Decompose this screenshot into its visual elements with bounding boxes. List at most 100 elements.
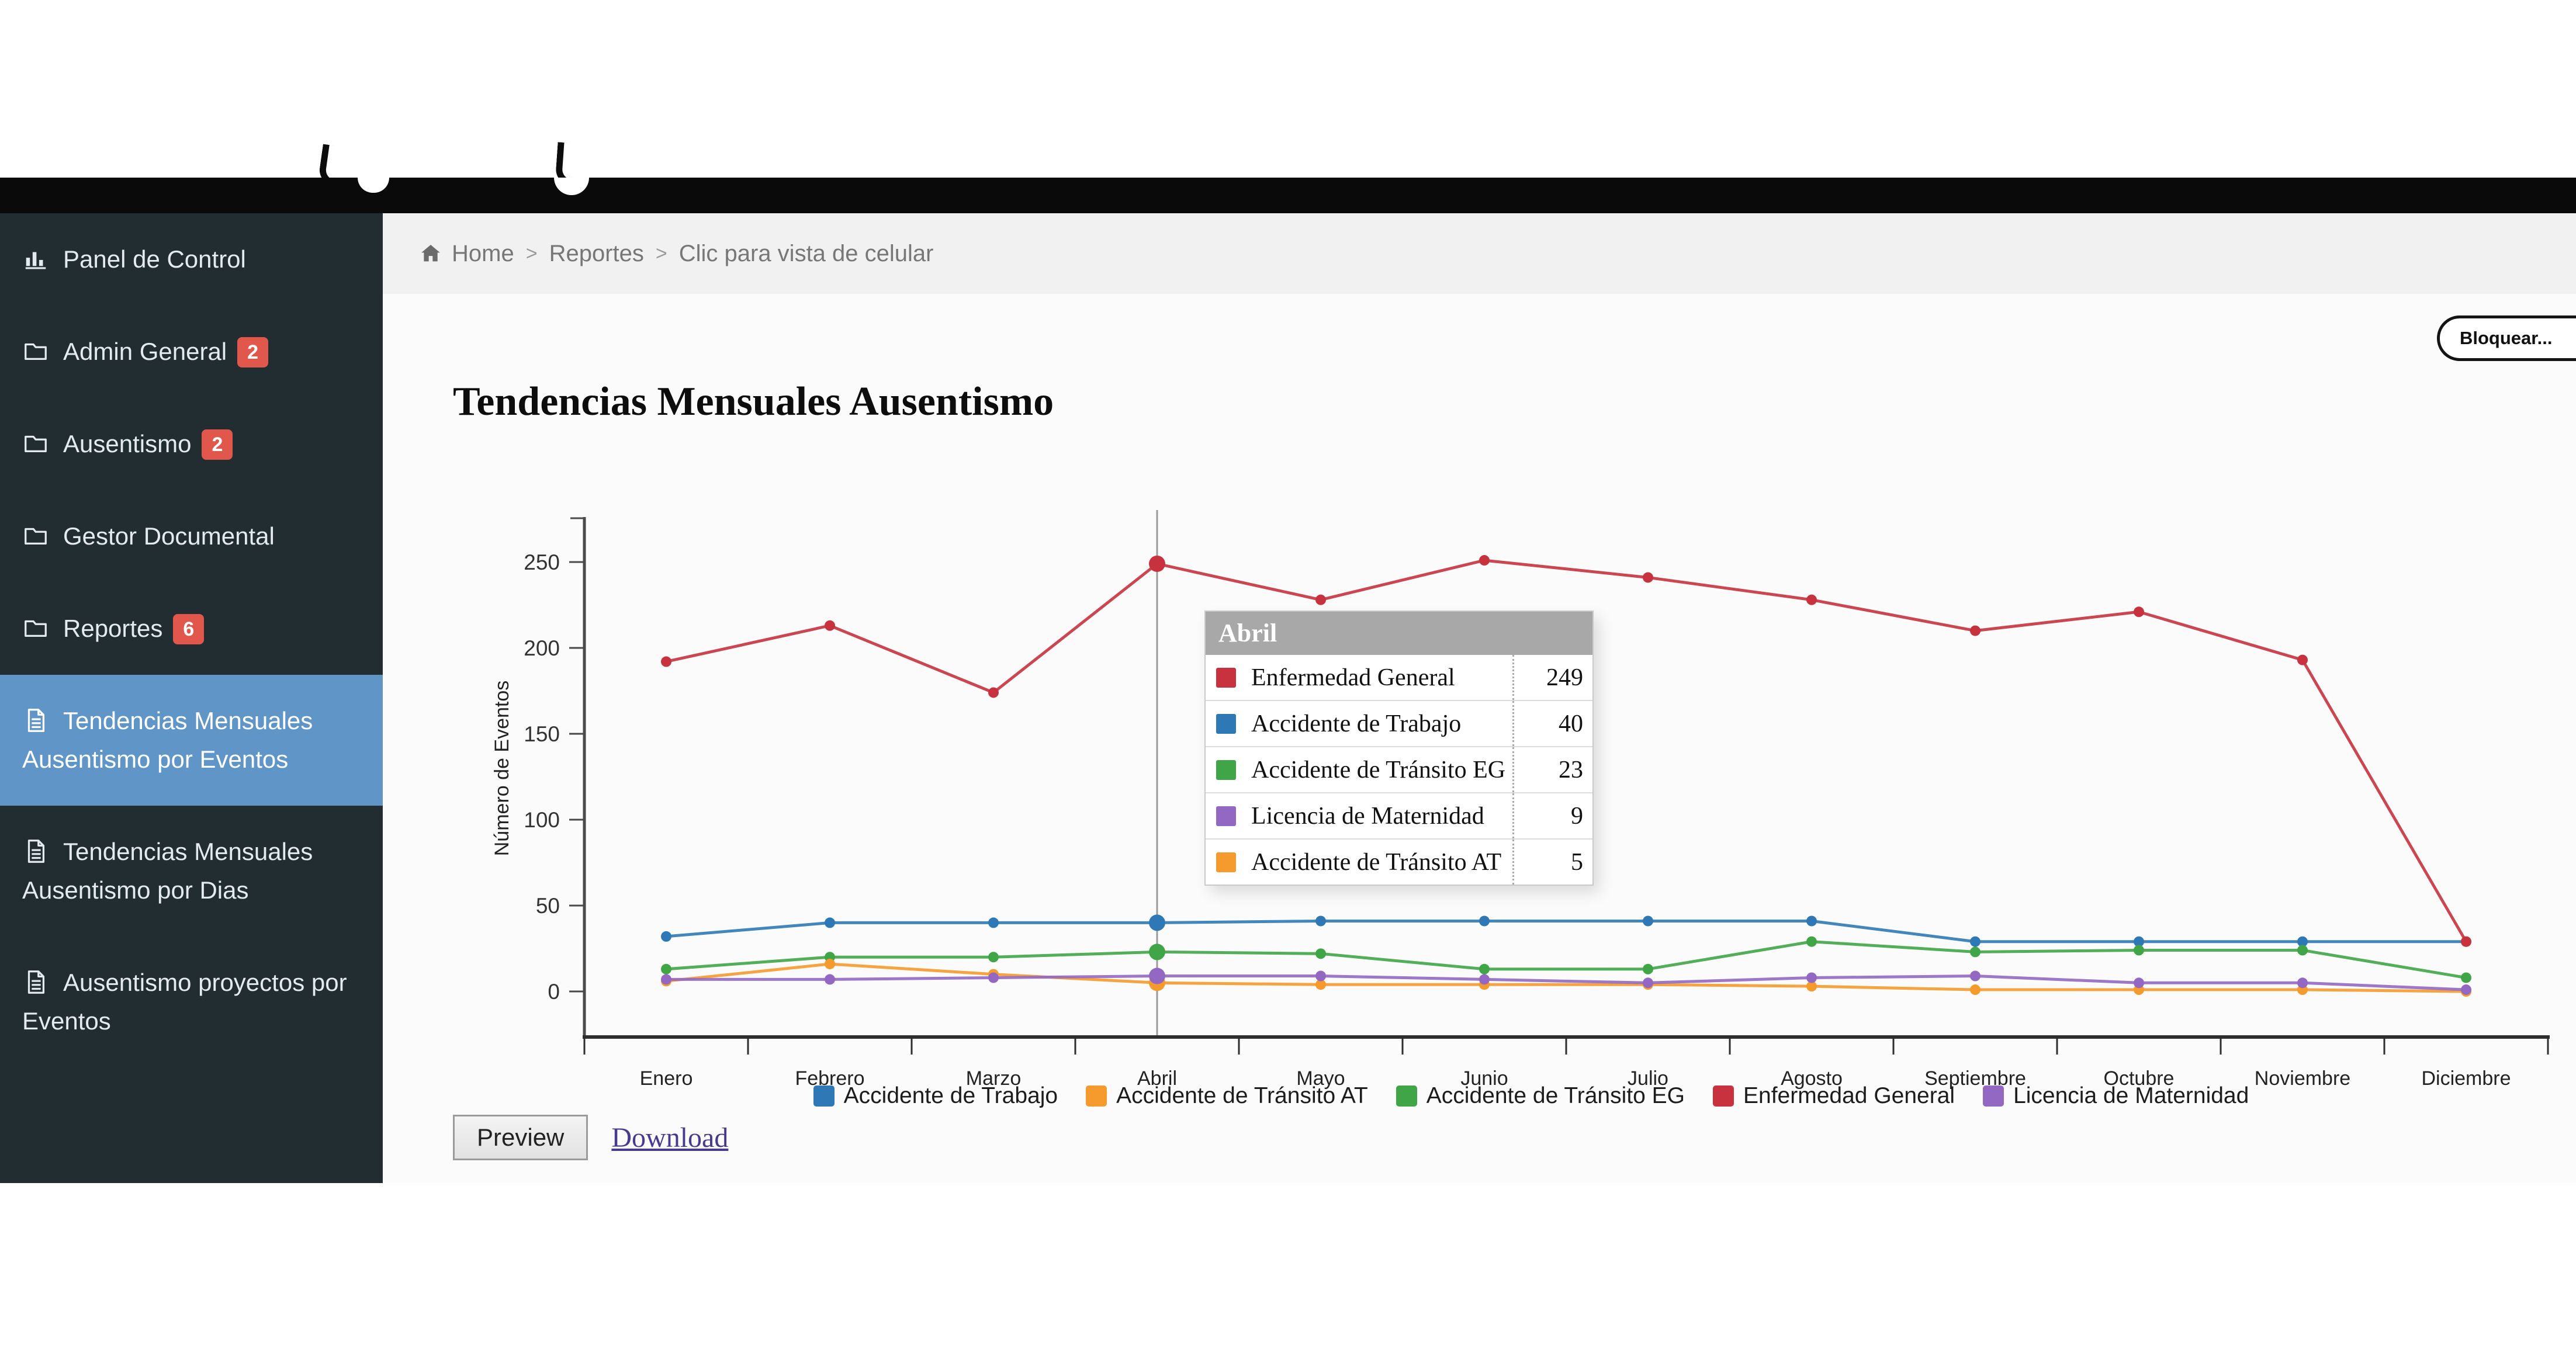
- data-point[interactable]: [2461, 972, 2471, 983]
- folder-icon: [22, 522, 49, 549]
- data-point[interactable]: [2461, 936, 2471, 947]
- tooltip-label: Enfermedad General: [1251, 664, 1455, 691]
- series-Licencia de Maternidad[interactable]: [661, 967, 2471, 996]
- svg-text:Abril: Abril: [1137, 1067, 1177, 1090]
- data-point[interactable]: [1643, 915, 1653, 927]
- bloquear-button[interactable]: Bloquear...: [2437, 315, 2576, 361]
- data-point[interactable]: [2134, 606, 2144, 618]
- data-point[interactable]: [661, 974, 671, 985]
- page-title: Tendencias Mensuales Ausentismo: [453, 379, 1054, 424]
- data-point[interactable]: [988, 687, 999, 698]
- breadcrumb-item-0[interactable]: Home: [452, 240, 514, 266]
- data-point[interactable]: [1149, 944, 1165, 960]
- data-point[interactable]: [988, 952, 999, 963]
- data-point[interactable]: [1970, 625, 1981, 636]
- sidebar-item-label: Reportes: [63, 615, 163, 642]
- legend-item-Licencia de Maternidad[interactable]: Licencia de Maternidad: [1983, 1083, 2249, 1109]
- sidebar-item-6[interactable]: Tendencias Mensuales Ausentismo por Dias: [0, 806, 383, 937]
- data-point[interactable]: [988, 917, 999, 928]
- breadcrumb-separator: >: [525, 242, 538, 265]
- data-point[interactable]: [1149, 967, 1165, 984]
- tooltip-swatch: [1216, 760, 1236, 780]
- sidebar-item-label: Ausentismo proyectos por Eventos: [22, 969, 347, 1035]
- file-icon: [22, 707, 49, 734]
- data-point[interactable]: [2297, 936, 2308, 947]
- legend-item-Enfermedad General[interactable]: Enfermedad General: [1713, 1083, 1955, 1109]
- svg-text:150: 150: [524, 722, 560, 746]
- preview-button[interactable]: Preview: [453, 1115, 588, 1160]
- series-Enfermedad General[interactable]: [661, 555, 2471, 947]
- data-point[interactable]: [1149, 914, 1165, 931]
- svg-text:Diciembre: Diciembre: [2421, 1067, 2511, 1090]
- legend-label: Accidente de Tránsito AT: [1116, 1083, 1368, 1108]
- tooltip-value: 9: [1512, 793, 1592, 838]
- sidebar-item-5[interactable]: Tendencias Mensuales Ausentismo por Even…: [0, 675, 383, 806]
- svg-text:Noviembre: Noviembre: [2255, 1067, 2350, 1090]
- sidebar-item-0[interactable]: Panel de Control: [0, 213, 383, 306]
- data-point[interactable]: [1479, 915, 1490, 927]
- breadcrumb-item-1[interactable]: Reportes: [549, 240, 644, 266]
- data-point[interactable]: [825, 974, 835, 985]
- data-point[interactable]: [1479, 555, 1490, 566]
- legend-label: Accidente de Trabajo: [843, 1083, 1058, 1108]
- sidebar-item-2[interactable]: Ausentismo 2: [0, 398, 383, 490]
- data-point[interactable]: [2297, 977, 2308, 989]
- data-point[interactable]: [661, 963, 671, 974]
- sidebar-item-label: Tendencias Mensuales Ausentismo por Even…: [22, 707, 313, 773]
- data-point[interactable]: [1806, 981, 1817, 992]
- series-Accidente de Trabajo[interactable]: [661, 914, 2471, 947]
- tooltip-swatch: [1216, 806, 1236, 826]
- series-Accidente de Tránsito EG[interactable]: [661, 936, 2471, 983]
- data-point[interactable]: [661, 931, 671, 942]
- data-point[interactable]: [661, 656, 671, 667]
- data-point[interactable]: [988, 972, 999, 983]
- data-point[interactable]: [1315, 915, 1326, 927]
- data-point[interactable]: [2134, 945, 2144, 956]
- data-point[interactable]: [825, 958, 835, 969]
- legend-item-Accidente de Trabajo[interactable]: Accidente de Trabajo: [813, 1083, 1058, 1109]
- svg-text:0: 0: [548, 980, 560, 1004]
- legend-item-Accidente de Tránsito EG[interactable]: Accidente de Tránsito EG: [1396, 1083, 1685, 1109]
- data-point[interactable]: [2134, 977, 2144, 989]
- data-point[interactable]: [825, 620, 835, 631]
- data-point[interactable]: [2297, 654, 2308, 665]
- data-point[interactable]: [1643, 963, 1653, 974]
- data-point[interactable]: [1806, 915, 1817, 927]
- data-point[interactable]: [1479, 963, 1490, 974]
- data-point[interactable]: [1970, 984, 1981, 996]
- data-point[interactable]: [1315, 594, 1326, 605]
- data-point[interactable]: [1970, 936, 1981, 947]
- data-point[interactable]: [1806, 594, 1817, 605]
- data-point[interactable]: [1806, 936, 1817, 947]
- data-point[interactable]: [1149, 555, 1165, 572]
- data-point[interactable]: [1315, 970, 1326, 982]
- data-point[interactable]: [1479, 974, 1490, 985]
- sidebar-item-3[interactable]: Gestor Documental: [0, 490, 383, 582]
- data-point[interactable]: [2134, 936, 2144, 947]
- data-point[interactable]: [825, 917, 835, 928]
- data-point[interactable]: [1806, 972, 1817, 983]
- tooltip-swatch: [1216, 852, 1236, 872]
- download-link[interactable]: Download: [611, 1122, 729, 1153]
- file-icon: [22, 838, 49, 865]
- breadcrumb-item-2[interactable]: Clic para vista de celular: [678, 240, 934, 266]
- data-point[interactable]: [1315, 948, 1326, 959]
- chart-tooltip: Abril Enfermedad General 249 Accidente de …: [1204, 611, 1594, 886]
- actions-row: Preview Download: [453, 1115, 728, 1160]
- sidebar-item-1[interactable]: Admin General 2: [0, 306, 383, 398]
- data-point[interactable]: [1970, 946, 1981, 958]
- bar-chart-icon: [22, 245, 49, 272]
- data-point[interactable]: [2461, 984, 2471, 996]
- legend-item-Accidente de Tránsito AT[interactable]: Accidente de Tránsito AT: [1086, 1083, 1368, 1109]
- sidebar-item-4[interactable]: Reportes 6: [0, 582, 383, 675]
- data-point[interactable]: [1643, 572, 1653, 583]
- data-point[interactable]: [2297, 945, 2308, 956]
- data-point[interactable]: [1315, 979, 1326, 990]
- legend-label: Accidente de Tránsito EG: [1426, 1083, 1685, 1108]
- tooltip-row: Accidente de Trabajo 40: [1206, 700, 1592, 746]
- data-point[interactable]: [1643, 977, 1653, 989]
- sidebar-item-7[interactable]: Ausentismo proyectos por Eventos: [0, 937, 383, 1067]
- data-point[interactable]: [1970, 970, 1981, 982]
